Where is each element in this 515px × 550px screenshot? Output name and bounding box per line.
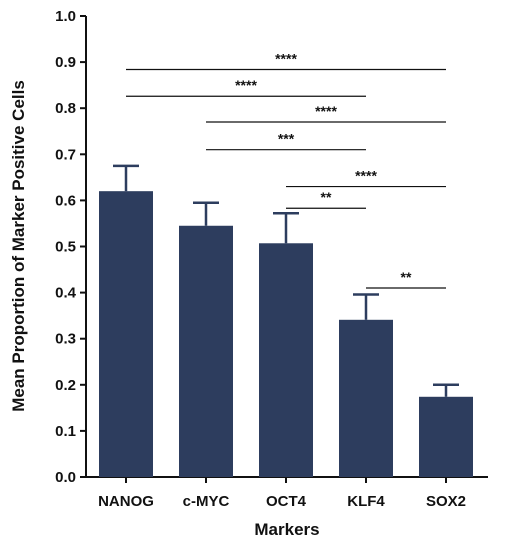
- x-tick-label: OCT4: [266, 493, 307, 510]
- bar-klf4: [339, 319, 393, 477]
- x-tick-label: c-MYC: [183, 493, 230, 510]
- x-tick-label: KLF4: [347, 493, 385, 510]
- y-tick-label: 0.5: [55, 239, 76, 256]
- bar-nanog: [99, 191, 153, 477]
- significance-brackets: ***********************: [126, 50, 446, 289]
- bar-c-myc: [179, 225, 233, 477]
- significance-label: **: [321, 189, 332, 205]
- y-axis-title: Mean Proportion of Marker Positive Cells: [9, 80, 28, 412]
- significance-label: ****: [315, 103, 337, 119]
- y-tick-label: 0.3: [55, 331, 76, 348]
- y-tick-label: 0.6: [55, 192, 76, 209]
- y-tick-label: 1.0: [55, 8, 76, 25]
- y-tick-label: 0.0: [55, 469, 76, 486]
- chart-axes: 0.0 0.1 0.2 0.3 0.4 0.5 0.6 0.7 0.8 0.9 1.0 NANOG c-…: [55, 8, 488, 510]
- significance-label: ****: [235, 77, 257, 93]
- y-tick-label: 0.2: [55, 377, 76, 394]
- y-tick-label: 0.1: [55, 423, 76, 440]
- significance-label: ****: [355, 168, 377, 184]
- bar-sox2: [419, 396, 473, 477]
- significance-label: ***: [278, 131, 295, 147]
- y-tick-label: 0.7: [55, 146, 76, 163]
- significance-label: ****: [275, 50, 297, 66]
- chart-bars: [99, 164, 473, 477]
- bar-oct4: [259, 243, 313, 477]
- y-tick-label: 0.4: [55, 285, 77, 302]
- y-tick-label: 0.8: [55, 100, 76, 117]
- x-tick-label: SOX2: [426, 493, 466, 510]
- y-tick-label: 0.9: [55, 54, 76, 71]
- x-tick-label: NANOG: [98, 493, 154, 510]
- significance-label: **: [401, 269, 412, 285]
- x-axis-title: Markers: [254, 520, 319, 539]
